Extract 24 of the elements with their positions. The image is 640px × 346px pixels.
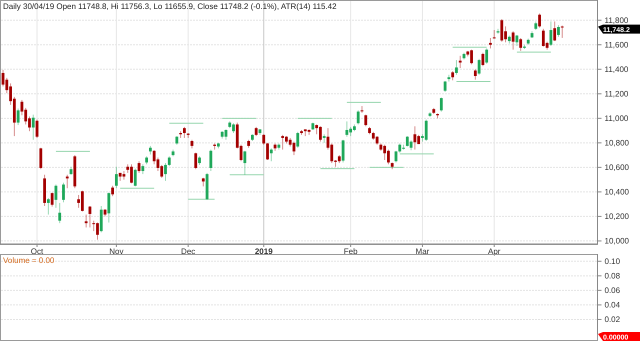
y-tick-label: 10,600 xyxy=(604,162,630,172)
y-tick-label: 0.06 xyxy=(604,286,621,295)
y-tick-label: 10,000 xyxy=(604,236,630,246)
y-tick-label: 10,200 xyxy=(604,212,630,221)
chart-title: Volume = 0.00 xyxy=(3,256,55,265)
y-tick-label: 10,400 xyxy=(604,187,630,196)
y-tick-label: 11,800 xyxy=(604,16,629,25)
x-tick-label: Nov xyxy=(109,247,124,256)
x-tick-label: Apr xyxy=(488,247,501,256)
chart-title: Daily 30/04/19 Open 11748.8, Hi 11756.3, Lo 11655.9, Close 11748.2 (-0.1%), ATR(14) 115.42 xyxy=(3,2,338,11)
y-tick-label: 11,600 xyxy=(604,40,629,50)
y-tick-label: 11,400 xyxy=(604,64,629,74)
x-tick-label: Mar xyxy=(416,247,430,256)
x-tick-label: Dec xyxy=(181,247,196,256)
y-tick-label: 11,000 xyxy=(604,114,629,123)
y-tick-label: 0.08 xyxy=(604,271,621,280)
y-tick-label: 0.02 xyxy=(604,315,621,324)
y-tick-label: 0.10 xyxy=(604,256,621,266)
y-tick-label: 10,800 xyxy=(604,138,630,148)
y-tick-label: 11,200 xyxy=(604,89,629,98)
x-tick-label: Oct xyxy=(30,247,44,256)
y-tick-label: 0.04 xyxy=(604,300,621,310)
x-tick-label: 2019 xyxy=(254,247,274,256)
x-tick-label: Feb xyxy=(344,247,358,256)
